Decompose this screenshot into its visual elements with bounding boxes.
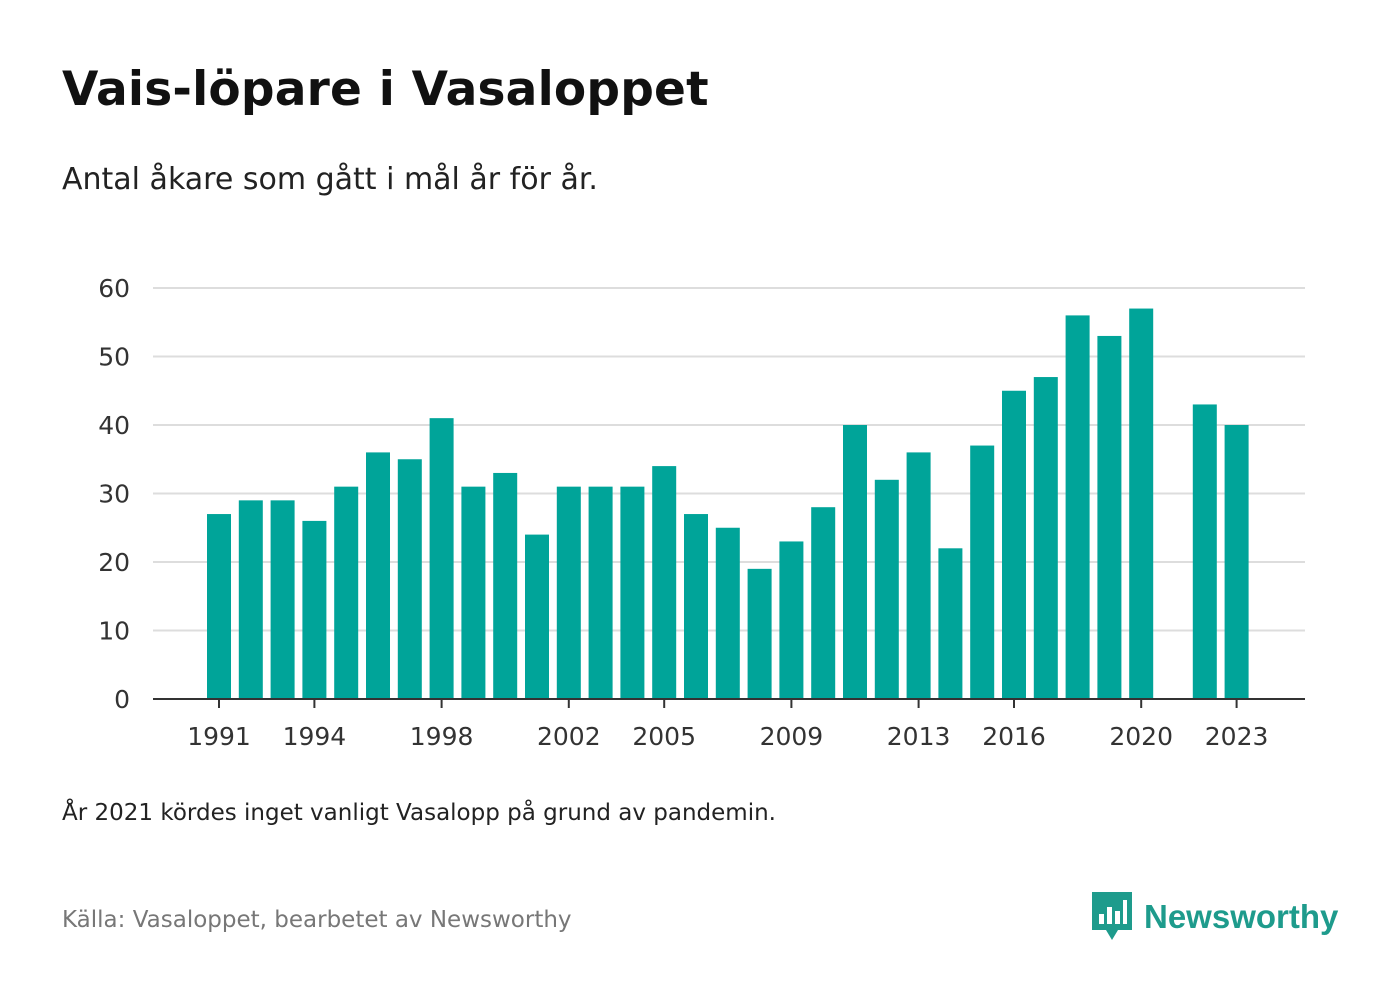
chart-note: År 2021 kördes inget vanligt Vasalopp på… — [62, 800, 776, 826]
bar — [970, 445, 995, 699]
bar — [684, 514, 708, 699]
bar — [906, 452, 931, 699]
chart-title: Vais-löpare i Vasaloppet — [62, 62, 709, 117]
bar — [429, 418, 454, 699]
y-tick-label: 50 — [98, 343, 130, 372]
bar — [302, 520, 327, 699]
y-tick-label: 30 — [98, 480, 130, 509]
x-tick-label: 2002 — [537, 722, 601, 751]
bar — [238, 500, 263, 699]
x-tick-label: 2013 — [887, 722, 951, 751]
bar — [1002, 390, 1026, 699]
bar — [811, 507, 836, 699]
bar — [525, 534, 549, 699]
bar — [1033, 377, 1058, 699]
bar — [652, 466, 677, 699]
chart-subtitle: Antal åkare som gått i mål år för år. — [62, 162, 598, 197]
brand-name: Newsworthy — [1144, 898, 1339, 935]
bar — [493, 472, 518, 699]
bar — [366, 452, 390, 699]
x-tick-label: 2009 — [760, 722, 824, 751]
x-tick-label: 2016 — [982, 722, 1046, 751]
bar — [556, 486, 581, 699]
bar — [874, 479, 899, 699]
y-tick-label: 60 — [98, 274, 130, 303]
x-tick-label: 1994 — [283, 722, 347, 751]
x-tick-label: 1998 — [410, 722, 474, 751]
bar — [747, 568, 772, 699]
y-tick-label: 0 — [114, 685, 130, 714]
bar — [779, 541, 804, 699]
newsworthy-logo-icon — [1092, 892, 1132, 940]
bar — [207, 514, 231, 699]
bar — [588, 486, 613, 699]
bar — [1192, 404, 1217, 699]
x-tick-label: 2020 — [1109, 722, 1173, 751]
bar — [1065, 315, 1090, 699]
bar — [334, 486, 359, 699]
bar — [938, 548, 963, 699]
source-text: Källa: Vasaloppet, bearbetet av Newswort… — [62, 907, 572, 933]
bar — [397, 459, 422, 699]
x-tick-label: 2023 — [1205, 722, 1269, 751]
y-tick-label: 40 — [98, 411, 130, 440]
bar — [1097, 335, 1122, 699]
bar — [461, 486, 486, 699]
y-tick-label: 10 — [98, 617, 130, 646]
bar — [715, 527, 740, 699]
x-tick-label: 2005 — [632, 722, 696, 751]
x-tick-label: 1991 — [187, 722, 251, 751]
bar — [843, 425, 867, 699]
newsworthy-logo: Newsworthy — [1092, 892, 1338, 942]
bar — [620, 486, 645, 699]
bar — [1224, 425, 1249, 699]
bar — [1129, 308, 1154, 699]
y-tick-label: 20 — [98, 548, 130, 577]
bar — [270, 500, 295, 699]
